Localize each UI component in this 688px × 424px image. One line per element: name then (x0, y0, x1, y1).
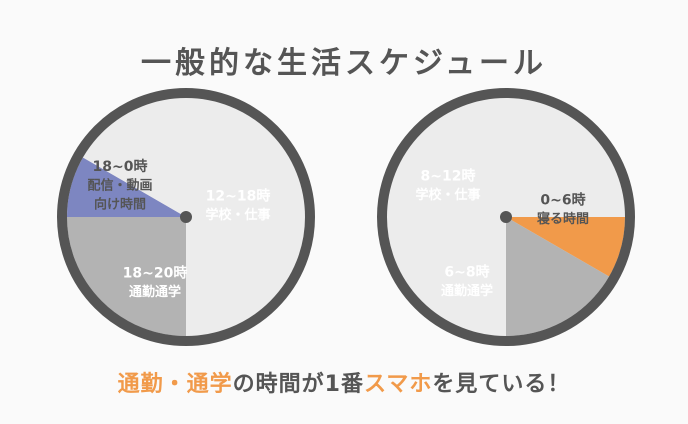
pie-rim (57, 88, 315, 346)
slice-label: 学校・仕事 (205, 207, 270, 223)
page-title: 一般的な生活スケジュール (141, 46, 547, 81)
pie-slice (506, 217, 610, 336)
slice-label: 学校・仕事 (415, 187, 480, 203)
footer-part-watching: を見ている！ (432, 372, 571, 397)
slice-label: 0~6時 (540, 192, 585, 209)
pie-slice (67, 217, 186, 336)
footer-message: 通勤・通学の時間が1番スマホを見ている！ (0, 366, 688, 398)
slice-label: 8~12時 (421, 168, 476, 185)
pie-rim (377, 88, 635, 346)
pie-slice (506, 98, 625, 217)
pie-slice (506, 217, 625, 277)
slice-label: 通勤通学 (441, 283, 493, 299)
slice-label: 通勤通学 (129, 284, 181, 300)
footer-part-first: 1番 (324, 372, 364, 397)
slice-label: 寝る時間 (537, 211, 589, 227)
slice-label: 12~18時 (206, 188, 271, 205)
slice-label: 向け時間 (94, 197, 146, 213)
footer-part-commute: 通勤・通学 (117, 372, 233, 397)
footer-part-phone: スマホ (363, 372, 433, 397)
slice-label: 6~8時 (444, 264, 489, 281)
slice-label: 18~0時 (93, 158, 148, 175)
pie-center-dot (180, 211, 192, 223)
slice-label: 配信・動画 (87, 178, 152, 194)
pie-center-dot (500, 211, 512, 223)
slice-label: 18~20時 (123, 265, 188, 282)
pie-slice (67, 157, 186, 217)
pie-slice (82, 98, 186, 217)
footer-part-time: の時間が (232, 372, 325, 397)
